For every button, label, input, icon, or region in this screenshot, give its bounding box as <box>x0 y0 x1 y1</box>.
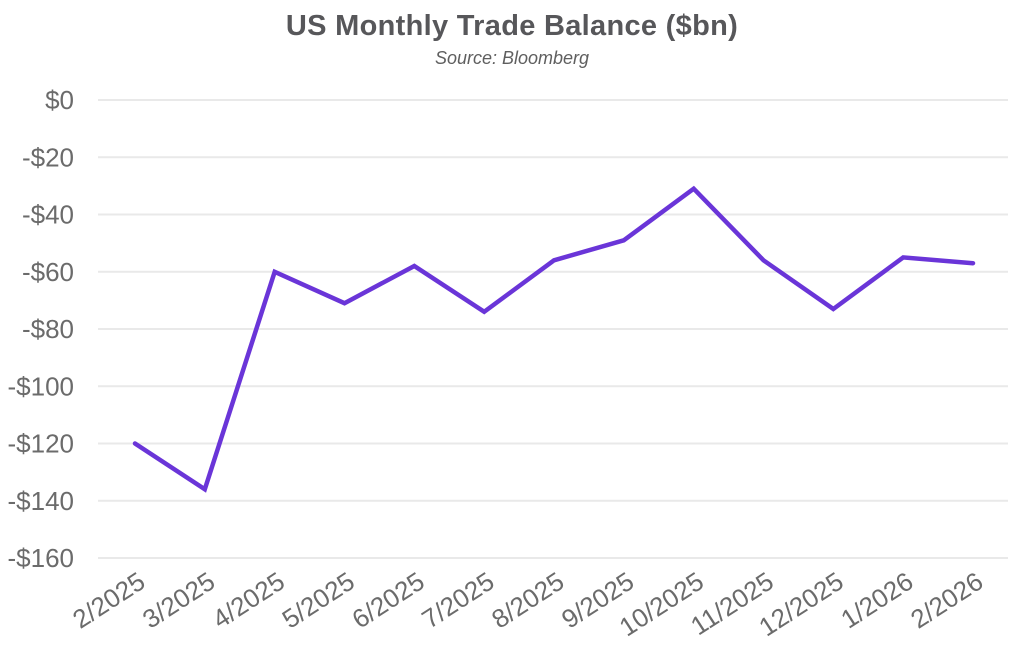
x-tick-label: 8/2025 <box>486 566 569 634</box>
y-tick-label: $0 <box>45 85 74 115</box>
y-tick-label: -$140 <box>8 486 75 516</box>
x-tick-label: 3/2025 <box>137 566 220 634</box>
y-tick-label: -$40 <box>22 200 74 230</box>
chart-title: US Monthly Trade Balance ($bn) <box>285 10 739 42</box>
y-tick-label: -$100 <box>8 371 75 401</box>
x-tick-label: 2/2025 <box>67 566 150 634</box>
y-tick-label: -$20 <box>22 142 74 172</box>
y-tick-label: -$80 <box>22 314 74 344</box>
x-tick-label: 2/2026 <box>905 566 988 634</box>
y-tick-label: -$60 <box>22 257 74 287</box>
x-tick-label: 7/2025 <box>416 566 499 634</box>
x-tick-label: 1/2026 <box>835 566 918 634</box>
trade-balance-series-line <box>132 185 976 493</box>
x-tick-label: 5/2025 <box>277 566 360 634</box>
x-tick-label: 4/2025 <box>207 566 290 634</box>
y-tick-label: -$160 <box>8 543 75 573</box>
x-tick-label: 6/2025 <box>347 566 430 634</box>
y-tick-label: -$120 <box>8 429 75 459</box>
chart-subtitle: Source: Bloomberg <box>434 48 590 68</box>
